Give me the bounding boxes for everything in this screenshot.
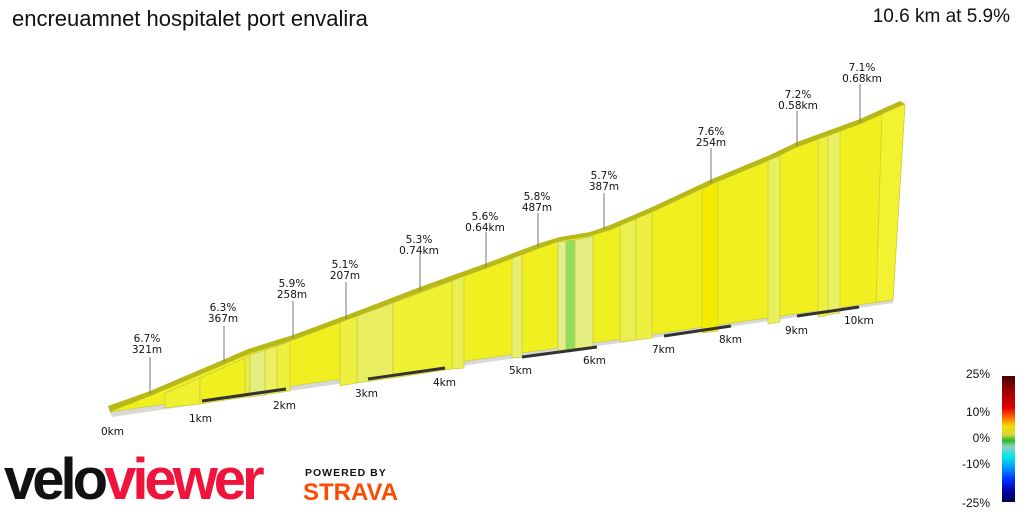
legend-label-0: 0% [972,431,990,445]
svg-text:6.7%: 6.7% [134,333,161,345]
svg-text:6.3%: 6.3% [210,302,237,314]
svg-text:7km: 7km [652,344,675,356]
svg-text:321m: 321m [132,344,162,356]
svg-text:9km: 9km [785,325,808,337]
veloviewer-logo: veloviewer [4,447,265,512]
legend-label-10: 10% [965,405,990,419]
svg-text:0.74km: 0.74km [399,245,439,257]
svg-text:7.6%: 7.6% [698,126,725,138]
svg-text:0.64km: 0.64km [465,222,505,234]
km-axis [201,305,860,403]
strava-logo: STRAVA [303,479,399,506]
svg-text:1km: 1km [189,413,212,425]
svg-text:8km: 8km [719,334,742,346]
svg-text:10km: 10km [844,315,874,327]
svg-text:0km: 0km [101,426,124,438]
svg-text:5.9%: 5.9% [279,278,306,290]
svg-text:367m: 367m [208,313,238,325]
logo-viewer: viewer [104,447,265,512]
segment-leaders [149,84,861,394]
svg-text:7.2%: 7.2% [785,89,812,101]
svg-text:207m: 207m [330,270,360,282]
svg-text:0.58km: 0.58km [778,100,818,112]
svg-text:5.7%: 5.7% [591,170,618,182]
profile-top-edge [108,101,905,412]
svg-text:5.1%: 5.1% [332,259,359,271]
svg-text:487m: 487m [522,202,552,214]
svg-text:5.6%: 5.6% [472,211,499,223]
page-title: encreuamnet hospitalet port envalira [12,6,368,31]
climb-summary: 10.6 km at 5.9% [872,6,1010,27]
svg-text:387m: 387m [589,181,619,193]
gradient-sections [164,103,906,409]
profile-base [110,300,893,417]
gradient-color-scale [1002,376,1015,502]
svg-text:254m: 254m [696,137,726,149]
logo-velo: velo [4,447,108,512]
svg-text:7.1%: 7.1% [849,62,876,74]
legend-label-neg10: -10% [961,457,990,471]
legend-label-max: 25% [965,367,990,381]
svg-text:5.3%: 5.3% [406,234,433,246]
svg-text:2km: 2km [273,400,296,412]
svg-text:4km: 4km [433,377,456,389]
powered-by-label: POWERED BY [305,467,387,479]
svg-text:5km: 5km [509,365,532,377]
svg-text:5.8%: 5.8% [524,191,551,203]
svg-text:3km: 3km [355,388,378,400]
svg-text:258m: 258m [277,289,307,301]
svg-text:6km: 6km [583,355,606,367]
legend-label-min: -25% [961,496,990,510]
km-labels: 0km 1km 2km 3km 4km 5km 6km 7km 8km 9km … [101,315,874,438]
svg-text:0.68km: 0.68km [842,73,882,85]
gradient-color-legend: 25% 10% 0% -10% -25% [960,366,1024,512]
segment-labels: 6.7% 321m 6.3% 367m 5.9% 258m 5.1% 207m … [132,62,882,356]
